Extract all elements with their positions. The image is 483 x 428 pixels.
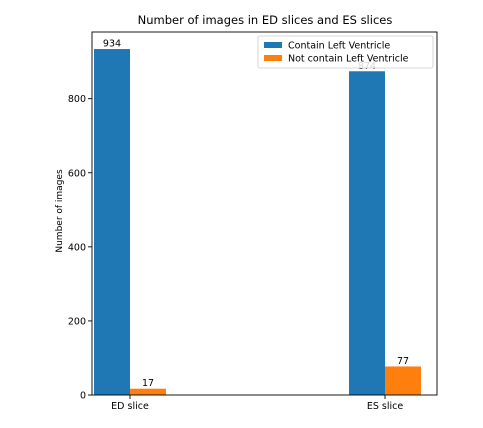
y-tick-label-4: 800 (68, 94, 86, 105)
bar-0-0 (94, 49, 130, 395)
plot-area: 9348741777 (94, 39, 421, 395)
x-tick-label-0: ED slice (111, 401, 149, 412)
data-label-0-0: 934 (103, 39, 121, 50)
axes: 0 200 400 600 800 ED slice ES slice (68, 31, 438, 412)
data-label-0-1: 17 (142, 378, 154, 389)
legend: Contain Left Ventricle Not contain Left V… (257, 35, 434, 69)
legend-label-0: Contain Left Ventricle (288, 41, 390, 52)
bar-1-1 (385, 366, 421, 395)
bar-1-0 (349, 71, 385, 395)
x-tick-label-1: ES slice (367, 401, 404, 412)
chart-title: Number of images in ED slices and ES sli… (138, 13, 393, 27)
y-axis-label: Number of images (55, 169, 65, 253)
y-tick-label-1: 200 (68, 316, 86, 327)
legend-swatch-0 (264, 42, 282, 48)
y-tick-label-0: 0 (80, 391, 86, 402)
plot-frame (91, 31, 438, 396)
legend-label-1: Not contain Left Ventricle (288, 54, 409, 65)
y-tick-label-2: 400 (68, 242, 86, 253)
legend-swatch-1 (264, 55, 282, 61)
data-label-1-1: 77 (397, 356, 409, 367)
y-tick-label-3: 600 (68, 168, 86, 179)
bar-0-1 (130, 388, 166, 395)
legend-box (257, 35, 434, 69)
